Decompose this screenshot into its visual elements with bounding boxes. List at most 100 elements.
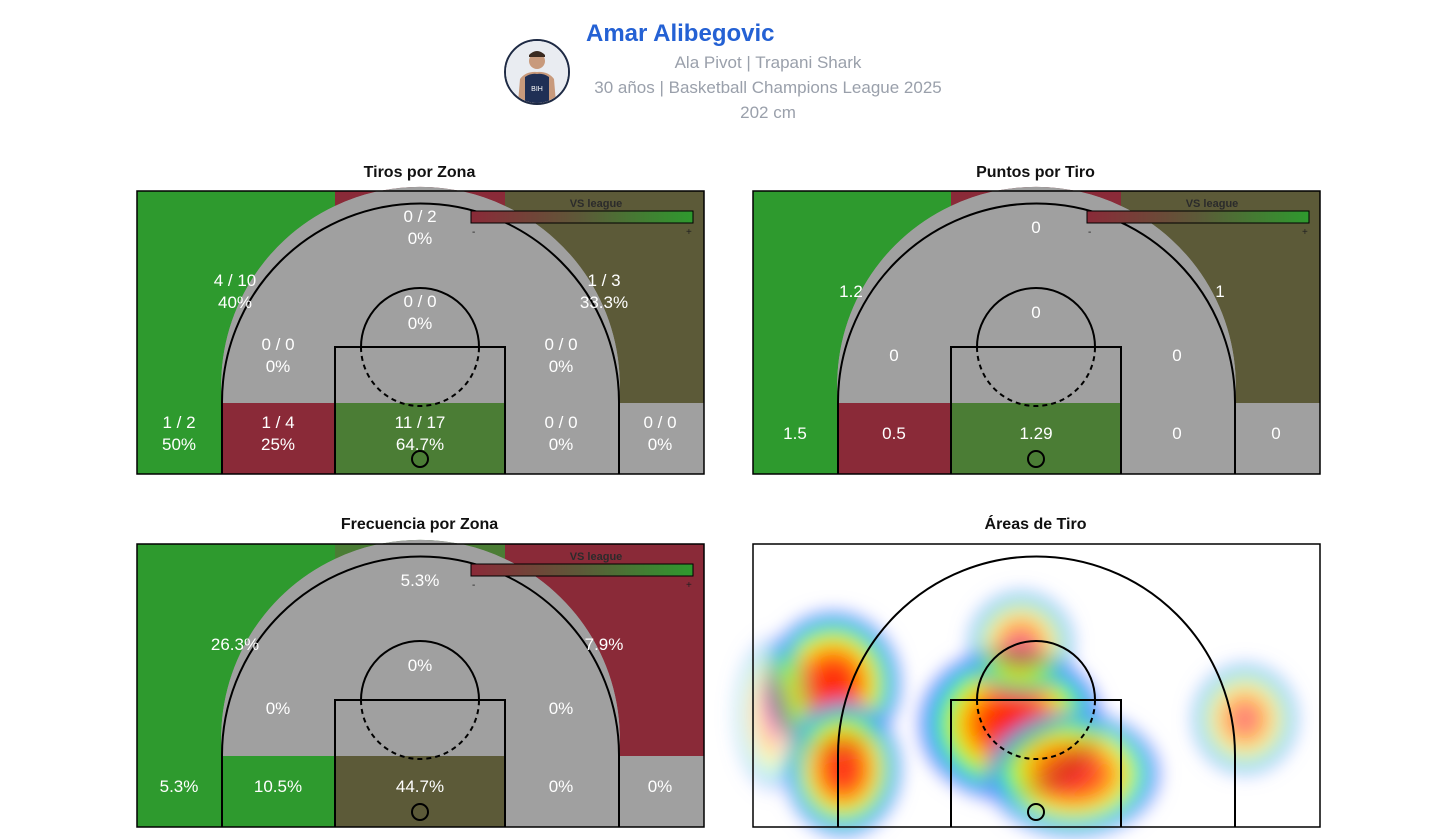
hoop-icon: [411, 803, 429, 821]
court-border: [752, 190, 1321, 475]
vs-league-legend: VS league - +: [1086, 198, 1310, 238]
zone-left-wing-three: [137, 544, 335, 756]
zone-label-right-baseline-mid: 0 / 0: [544, 413, 577, 432]
density-hotspot: [966, 589, 1076, 699]
paint-lines: [950, 346, 1122, 474]
zone-label-left-corner-three: 5.3%: [160, 777, 199, 796]
court-border: [752, 543, 1321, 828]
zone-pct-right-corner-three: 0%: [648, 435, 673, 454]
free-throw-circle-top: [976, 640, 1096, 701]
zone-pct-top-key: 0%: [408, 314, 433, 333]
zone-right-corner-three: [619, 403, 704, 474]
player-header: BIH Amar Alibegovic Ala Pivot | Trapani …: [0, 0, 1456, 140]
zone-label-right-baseline-mid: 0%: [549, 777, 574, 796]
zone-label-right-wing-three: 1 / 3: [587, 271, 620, 290]
zone-left-baseline-mid: [838, 403, 951, 474]
free-throw-circle-top: [360, 640, 480, 701]
zone-label-top-key: 0: [1031, 303, 1040, 322]
player-position-team: Ala Pivot | Trapani Shark: [674, 53, 862, 72]
free-throw-circle-bottom: [976, 699, 1096, 760]
legend-minus: -: [472, 580, 475, 591]
legend-plus: +: [686, 580, 692, 591]
zone-label-top-three: 0: [1031, 218, 1040, 237]
court-lines: [752, 190, 1321, 475]
zone-pct-paint: 64.7%: [396, 435, 444, 454]
player-name: Amar Alibegovic: [586, 20, 775, 47]
zone-left-elbow: [837, 206, 951, 403]
court-lines: [136, 190, 705, 475]
zone-right-elbow: [505, 206, 620, 403]
player-avatar: BIH: [504, 39, 570, 105]
court-puntos-por-tiro: VS league - +1.2 0 1 0 0 0 1.5 0.5 1.29 0 0: [752, 186, 1321, 475]
paint-lines: [950, 699, 1122, 827]
zone-label-right-wing-three: 7.9%: [585, 635, 624, 654]
court-border: [136, 190, 705, 475]
zone-label-paint: 44.7%: [396, 777, 444, 796]
zone-label-left-baseline-mid: 10.5%: [254, 777, 302, 796]
player-height: 202 cm: [740, 103, 796, 122]
zone-right-elbow: [1121, 206, 1236, 403]
panel-title-frecuencia: Frecuencia por Zona: [340, 516, 499, 533]
legend-label: VS league: [1186, 198, 1239, 210]
panel-title-tiros: Tiros por Zona: [363, 164, 476, 181]
zone-pct-right-baseline-mid: 0%: [549, 435, 574, 454]
hoop-icon: [1027, 803, 1045, 821]
zone-pct-right-elbow: 0%: [549, 357, 574, 376]
three-point-line: [837, 202, 1236, 474]
free-throw-circle-top: [976, 287, 1096, 348]
free-throw-circle-bottom: [360, 699, 480, 760]
hoop-icon: [411, 450, 429, 468]
zone-label-left-wing-three: 4 / 10: [214, 271, 257, 290]
jersey-text: BIH: [531, 86, 543, 93]
legend-minus: -: [472, 227, 475, 238]
zone-left-corner-three: [137, 756, 222, 827]
legend-minus: -: [1088, 227, 1091, 238]
zone-right-baseline-mid: [1121, 403, 1235, 474]
zone-paint: [335, 403, 505, 474]
zone-pct-left-wing-three: 40%: [218, 293, 252, 312]
zone-left-baseline-mid: [222, 403, 335, 474]
zone-right-elbow: [505, 559, 620, 756]
zone-right-corner-three: [1235, 403, 1320, 474]
panel-title-areas: Áreas de Tiro: [984, 516, 1087, 533]
legend-gradient-bar: [1086, 210, 1310, 224]
zone-paint: [951, 403, 1121, 474]
zone-label-right-elbow: 0 / 0: [544, 335, 577, 354]
zone-pct-top-three: 0%: [408, 229, 433, 248]
legend-label: VS league: [570, 551, 623, 563]
zone-right-baseline-mid: [505, 756, 619, 827]
three-point-line: [837, 555, 1236, 827]
court-border: [136, 543, 705, 828]
vs-league-legend: VS league - +: [470, 551, 694, 591]
zone-left-elbow: [221, 206, 335, 403]
zone-paint: [335, 756, 505, 827]
legend-label: VS league: [570, 198, 623, 210]
zone-label-left-elbow: 0%: [266, 699, 291, 718]
three-point-line: [221, 202, 620, 474]
zone-right-baseline-mid: [505, 403, 619, 474]
paint-lines: [334, 699, 506, 827]
zone-label-left-corner-three: 1 / 2: [162, 413, 195, 432]
zone-label-right-elbow: 0: [1172, 346, 1181, 365]
zone-pct-right-wing-three: 33.3%: [580, 293, 628, 312]
zone-label-left-corner-three: 1.5: [783, 424, 807, 443]
zone-left-corner-three: [137, 403, 222, 474]
zone-label-right-corner-three: 0%: [648, 777, 673, 796]
zone-left-wing-three: [753, 191, 951, 403]
court-frecuencia-por-zona: VS league - +26.3% 5.3% 7.9% 0% 0% 0% 5.3% 10.5% 4…: [136, 539, 705, 828]
zone-left-elbow: [221, 559, 335, 756]
zone-right-wing-three: [505, 544, 704, 756]
legend-plus: +: [1302, 227, 1308, 238]
density-hotspot: [983, 709, 1163, 839]
free-throw-circle-bottom: [360, 346, 480, 407]
panel-title-puntos: Puntos por Tiro: [976, 164, 1095, 181]
zone-right-wing-three: [1121, 191, 1320, 403]
paint-lines: [334, 346, 506, 474]
zone-right-corner-three: [619, 756, 704, 827]
zone-label-left-wing-three: 26.3%: [211, 635, 259, 654]
court-lines: [136, 543, 705, 828]
zone-label-left-wing-three: 1.2: [839, 282, 863, 301]
free-throw-circle-bottom: [976, 346, 1096, 407]
zone-label-left-elbow: 0 / 0: [261, 335, 294, 354]
zone-label-top-key: 0 / 0: [403, 292, 436, 311]
